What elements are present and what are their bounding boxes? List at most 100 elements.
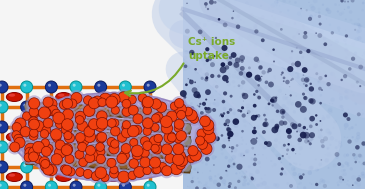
Circle shape [270, 160, 272, 162]
Circle shape [333, 89, 334, 91]
Circle shape [211, 111, 213, 113]
Circle shape [81, 129, 98, 145]
Circle shape [30, 129, 38, 137]
Circle shape [28, 98, 40, 109]
Circle shape [341, 108, 344, 111]
Ellipse shape [132, 114, 138, 117]
Circle shape [196, 147, 200, 151]
Circle shape [274, 0, 278, 5]
Circle shape [85, 147, 102, 163]
Circle shape [231, 150, 233, 153]
Circle shape [193, 134, 207, 148]
Circle shape [210, 62, 215, 67]
Circle shape [241, 143, 243, 145]
Circle shape [92, 118, 108, 134]
Circle shape [147, 124, 150, 127]
Circle shape [222, 75, 228, 81]
Circle shape [41, 160, 50, 168]
Circle shape [252, 129, 257, 134]
Circle shape [285, 80, 290, 84]
Circle shape [254, 29, 258, 34]
Circle shape [239, 172, 241, 174]
Circle shape [127, 136, 140, 149]
Circle shape [155, 160, 170, 175]
Circle shape [319, 30, 324, 34]
Circle shape [254, 132, 256, 134]
Circle shape [147, 84, 150, 87]
Circle shape [248, 27, 253, 32]
Circle shape [347, 139, 352, 144]
Circle shape [95, 81, 107, 93]
Circle shape [205, 72, 209, 77]
Circle shape [232, 80, 235, 84]
Circle shape [338, 140, 342, 144]
Circle shape [292, 172, 297, 176]
Circle shape [201, 77, 204, 80]
Circle shape [237, 164, 243, 170]
Ellipse shape [83, 114, 89, 117]
Circle shape [318, 87, 322, 91]
Circle shape [280, 114, 283, 117]
Circle shape [249, 108, 254, 112]
Circle shape [228, 185, 231, 188]
Circle shape [202, 102, 206, 106]
Circle shape [273, 163, 277, 166]
Circle shape [9, 120, 24, 134]
Circle shape [253, 26, 257, 30]
Circle shape [203, 128, 207, 132]
Circle shape [333, 127, 334, 129]
Circle shape [307, 140, 310, 143]
Circle shape [356, 64, 357, 66]
Circle shape [174, 149, 188, 163]
Circle shape [48, 126, 65, 143]
Circle shape [246, 113, 250, 116]
Circle shape [261, 70, 266, 75]
Circle shape [64, 131, 72, 140]
Circle shape [210, 102, 212, 104]
Circle shape [344, 90, 347, 93]
Circle shape [33, 121, 44, 132]
Circle shape [232, 74, 236, 78]
Circle shape [41, 146, 51, 156]
Circle shape [295, 61, 301, 67]
Circle shape [361, 172, 365, 176]
Circle shape [213, 22, 216, 25]
Circle shape [0, 184, 2, 187]
Circle shape [193, 91, 200, 98]
Circle shape [290, 49, 292, 51]
Circle shape [225, 114, 229, 119]
Circle shape [333, 120, 337, 123]
Circle shape [225, 32, 229, 36]
Circle shape [81, 167, 95, 181]
Circle shape [73, 113, 87, 127]
Circle shape [227, 82, 231, 86]
Circle shape [327, 56, 329, 59]
Circle shape [357, 28, 362, 33]
Circle shape [340, 105, 343, 108]
Circle shape [332, 37, 333, 38]
Circle shape [206, 18, 209, 20]
Circle shape [21, 181, 32, 189]
Circle shape [119, 105, 134, 119]
Circle shape [273, 144, 278, 149]
Polygon shape [29, 143, 188, 153]
Polygon shape [25, 115, 191, 133]
Circle shape [0, 84, 2, 87]
Circle shape [50, 110, 67, 126]
Circle shape [41, 162, 56, 178]
Circle shape [107, 166, 121, 181]
Circle shape [287, 153, 288, 155]
Circle shape [287, 9, 289, 12]
Circle shape [328, 108, 333, 112]
Circle shape [293, 110, 296, 113]
Circle shape [151, 99, 161, 109]
Circle shape [22, 141, 39, 157]
Circle shape [21, 81, 32, 93]
Circle shape [26, 114, 41, 129]
Circle shape [322, 36, 326, 40]
Circle shape [310, 182, 311, 184]
Circle shape [285, 107, 289, 111]
Circle shape [277, 111, 280, 114]
Circle shape [119, 81, 131, 93]
Circle shape [96, 154, 105, 164]
